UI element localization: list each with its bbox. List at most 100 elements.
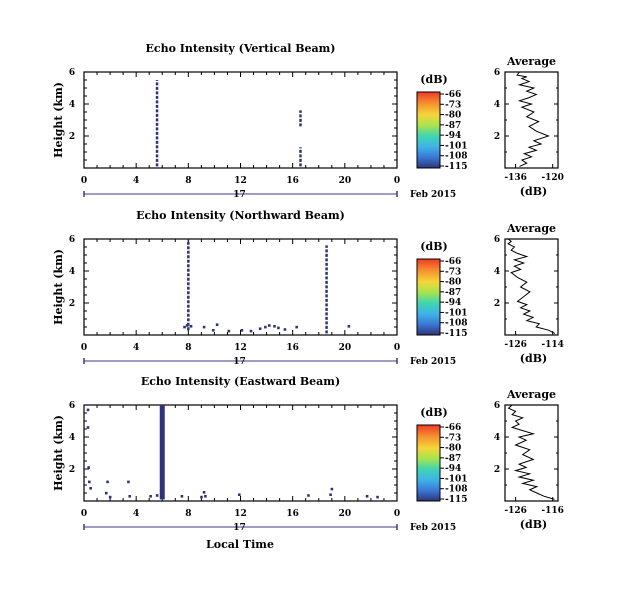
echo-point (127, 480, 130, 484)
colorbar-tick-label: -108 (445, 319, 468, 329)
y-tick-label: 6 (69, 235, 75, 245)
echo-point (128, 495, 132, 498)
average-x-tick-label: -116 (541, 506, 564, 516)
echo-point (215, 323, 219, 326)
panel-title: Echo Intensity (Vertical Beam) (145, 42, 335, 55)
colorbar-tick-label: -94 (445, 298, 461, 308)
day-label: 17 (233, 523, 246, 533)
average-y-tick-label: 6 (494, 235, 500, 245)
colorbar-tick-label: -108 (445, 152, 468, 162)
average-y-tick-label: 4 (494, 267, 500, 277)
average-x-tick-label: -126 (504, 340, 527, 350)
panel-title: Echo Intensity (Northward Beam) (136, 209, 345, 222)
colorbar-tick-label: -101 (445, 308, 468, 318)
average-x-tick-label: -136 (504, 173, 527, 183)
average-x-tick-label: -120 (541, 173, 564, 183)
y-axis-label: Height (km) (52, 82, 65, 158)
colorbar-tick-label: -66 (445, 257, 461, 267)
echo-point (185, 324, 189, 327)
date-label: Feb 2015 (410, 357, 456, 367)
day-label: 17 (233, 357, 246, 367)
echo-point (249, 329, 253, 333)
echo-point (329, 493, 332, 496)
y-tick-label: 6 (69, 68, 75, 78)
colorbar-tick-label: -80 (445, 111, 461, 121)
x-tick-label: 0 (394, 176, 400, 186)
colorbar (416, 91, 441, 169)
plot-frame (83, 71, 398, 169)
echo-point (87, 466, 90, 469)
x-tick-label: 12 (234, 509, 247, 519)
date-label: Feb 2015 (410, 523, 456, 533)
echo-point (89, 487, 92, 490)
x-axis-label: Local Time (206, 538, 274, 551)
average-profile-line (516, 71, 550, 167)
average-profile-line (507, 238, 556, 334)
average-x-label: (dB) (520, 352, 547, 365)
x-tick-label: 16 (286, 509, 299, 519)
echo-point (189, 325, 193, 328)
echo-point (295, 325, 298, 329)
echo-point (365, 495, 369, 498)
average-title: Average (506, 222, 556, 235)
colorbar-tick-label: -108 (445, 485, 468, 495)
colorbar-tick-label: -115 (445, 495, 468, 505)
average-x-tick-label: -114 (541, 340, 564, 350)
x-tick-label: 16 (286, 176, 299, 186)
y-tick-label: 4 (69, 267, 75, 277)
average-y-tick-label: 6 (494, 68, 500, 78)
echo-point (202, 491, 206, 494)
x-tick-label: 0 (81, 176, 87, 186)
echo-point (237, 493, 241, 496)
x-tick-label: 4 (133, 176, 139, 186)
colorbar-tick-label: -73 (445, 433, 461, 443)
echo-point (202, 325, 206, 329)
echo-point (267, 324, 271, 327)
y-axis-label: Height (km) (52, 249, 65, 325)
plot-frame (83, 238, 398, 336)
y-tick-label: 4 (69, 100, 75, 110)
colorbar-tick-label: -87 (445, 454, 461, 464)
echo-point (88, 480, 91, 484)
y-tick-label: 2 (69, 465, 75, 475)
colorbar-tick-label: -73 (445, 267, 461, 277)
echo-point (376, 495, 379, 499)
colorbar-tick-label: -87 (445, 288, 461, 298)
colorbar-tick-label: -94 (445, 131, 461, 141)
x-tick-label: 20 (339, 509, 352, 519)
y-tick-label: 2 (69, 299, 75, 309)
echo-point (240, 329, 244, 332)
echo-point (283, 328, 287, 331)
date-label: Feb 2015 (410, 190, 456, 200)
average-y-tick-label: 2 (494, 299, 500, 309)
x-tick-label: 12 (234, 343, 247, 353)
echo-point (264, 325, 267, 329)
colorbar-tick-label: -115 (445, 162, 468, 172)
echo-point (200, 495, 203, 499)
x-tick-label: 8 (185, 509, 191, 519)
echo-point (104, 491, 108, 495)
x-tick-label: 20 (339, 343, 352, 353)
average-y-tick-label: 2 (494, 132, 500, 142)
x-tick-label: 4 (133, 509, 139, 519)
colorbar-unit: (dB) (420, 73, 447, 86)
echo-point (258, 327, 262, 330)
x-tick-label: 16 (286, 343, 299, 353)
echo-point (86, 408, 90, 412)
echo-point (227, 329, 231, 333)
average-title: Average (506, 388, 556, 401)
colorbar-unit: (dB) (420, 240, 447, 253)
colorbar (416, 424, 441, 502)
x-tick-label: 12 (234, 176, 247, 186)
panel-title: Echo Intensity (Eastward Beam) (141, 375, 340, 388)
colorbar-tick-label: -66 (445, 90, 461, 100)
average-frame (504, 238, 559, 336)
x-tick-label: 0 (81, 509, 87, 519)
x-tick-label: 0 (81, 343, 87, 353)
average-x-label: (dB) (520, 185, 547, 198)
echo-point (307, 494, 310, 497)
echo-point (211, 329, 215, 332)
average-y-tick-label: 2 (494, 465, 500, 475)
